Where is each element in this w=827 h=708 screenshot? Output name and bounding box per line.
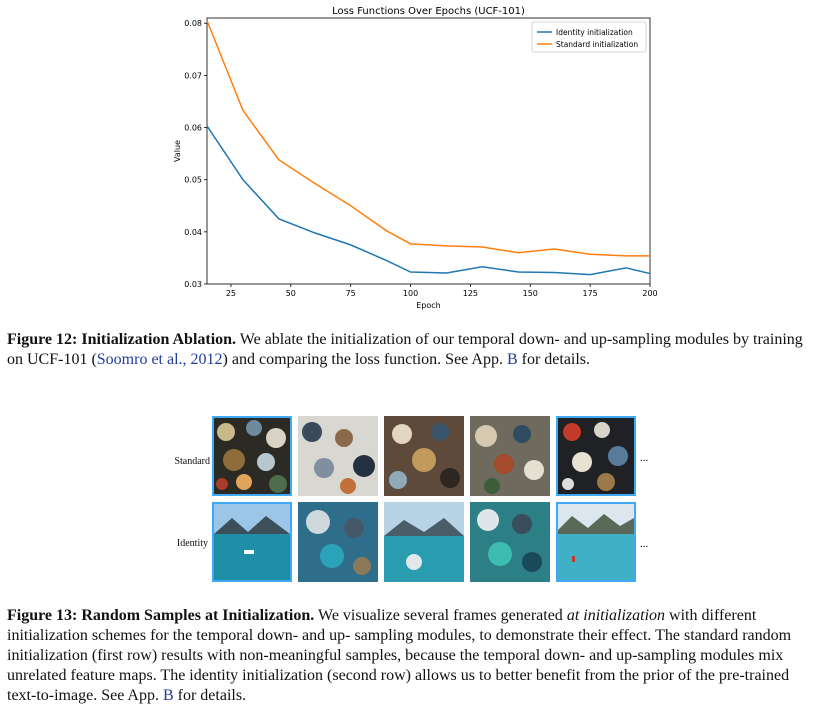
appendix-link[interactable]: B	[506, 351, 518, 368]
x-tick-label: 175	[582, 289, 597, 298]
y-axis-label: Value	[173, 140, 182, 162]
identity-sample-frame-3	[384, 502, 464, 582]
lake-image	[470, 502, 550, 582]
figure-12-label: Figure 12:	[7, 331, 78, 348]
row-label-standard: Standard	[174, 456, 210, 467]
figure-13-title: Random Samples at Initialization.	[81, 607, 315, 624]
plot-frame	[206, 17, 651, 285]
figure-13-caption: Figure 13: Random Samples at Initializat…	[7, 606, 819, 706]
y-tick-label: 0.07	[184, 71, 202, 80]
y-tick-label: 0.03	[184, 280, 202, 289]
x-tick-label: 200	[642, 289, 657, 298]
identity-sample-frame-1	[212, 502, 292, 582]
row-label-identity: Identity	[176, 538, 208, 549]
noise-image	[384, 416, 464, 496]
legend-entry: Standard initialization	[556, 40, 638, 49]
figure-13-text-1: We visualize several frames generated	[318, 607, 563, 624]
standard-sample-frame-5	[556, 416, 636, 496]
standard-sample-frame-1	[212, 416, 292, 496]
series-line-standard	[206, 20, 650, 257]
lake-image	[558, 504, 634, 580]
noise-image	[470, 416, 550, 496]
lake-image	[214, 504, 290, 580]
x-tick-label: 75	[346, 289, 356, 298]
noise-image	[214, 418, 290, 494]
y-tick-label: 0.04	[184, 228, 202, 237]
figure-13-text-2: with different initialization schemes fo…	[7, 607, 792, 704]
noise-image	[298, 416, 378, 496]
loss-chart: Loss Functions Over Epochs (UCF-101) 25 50…	[160, 0, 660, 315]
lake-image	[384, 502, 464, 582]
lake-image	[298, 502, 378, 582]
figure-12-title: Initialization Ablation.	[81, 331, 237, 348]
series-line-identity	[206, 125, 651, 276]
figure-12-caption: Figure 12: Initialization Ablation. We a…	[7, 330, 819, 370]
identity-sample-frame-5	[556, 502, 636, 582]
loss-chart-svg: Loss Functions Over Epochs (UCF-101) 25 50…	[173, 6, 658, 310]
y-tick-label: 0.05	[184, 176, 202, 185]
noise-image	[558, 418, 634, 494]
figure-12-text-1: We ablate the initialization of our temp…	[7, 331, 803, 368]
x-axis-label: Epoch	[416, 301, 441, 310]
appendix-link[interactable]: B	[162, 687, 174, 704]
ellipsis-identity: ...	[640, 538, 649, 550]
figure-12-text-3: for details.	[521, 351, 591, 368]
legend-box	[531, 21, 647, 53]
y-tick-label: 0.06	[184, 124, 202, 133]
figure-13-label: Figure 13:	[7, 607, 78, 624]
x-tick-label: 50	[286, 289, 296, 298]
figure-12-text-2: ) and comparing the loss function. See A…	[222, 351, 503, 368]
x-tick-label: 25	[226, 289, 236, 298]
legend-entry: Identity initialization	[556, 28, 633, 37]
x-tick-label: 125	[463, 289, 478, 298]
y-tick-label: 0.08	[184, 19, 202, 28]
x-tick-label: 150	[523, 289, 538, 298]
figure-13-text-3: for details.	[177, 687, 247, 704]
standard-sample-frame-4	[470, 416, 550, 496]
citation-link[interactable]: Soomro et al., 2012	[96, 351, 223, 368]
figure-13-italic: at initialization	[566, 607, 666, 624]
standard-sample-frame-3	[384, 416, 464, 496]
standard-sample-frame-2	[298, 416, 378, 496]
identity-sample-frame-4	[470, 502, 550, 582]
x-tick-label: 100	[403, 289, 418, 298]
chart-title: Loss Functions Over Epochs (UCF-101)	[332, 6, 525, 17]
ellipsis-standard: ...	[640, 452, 649, 464]
identity-sample-frame-2	[298, 502, 378, 582]
